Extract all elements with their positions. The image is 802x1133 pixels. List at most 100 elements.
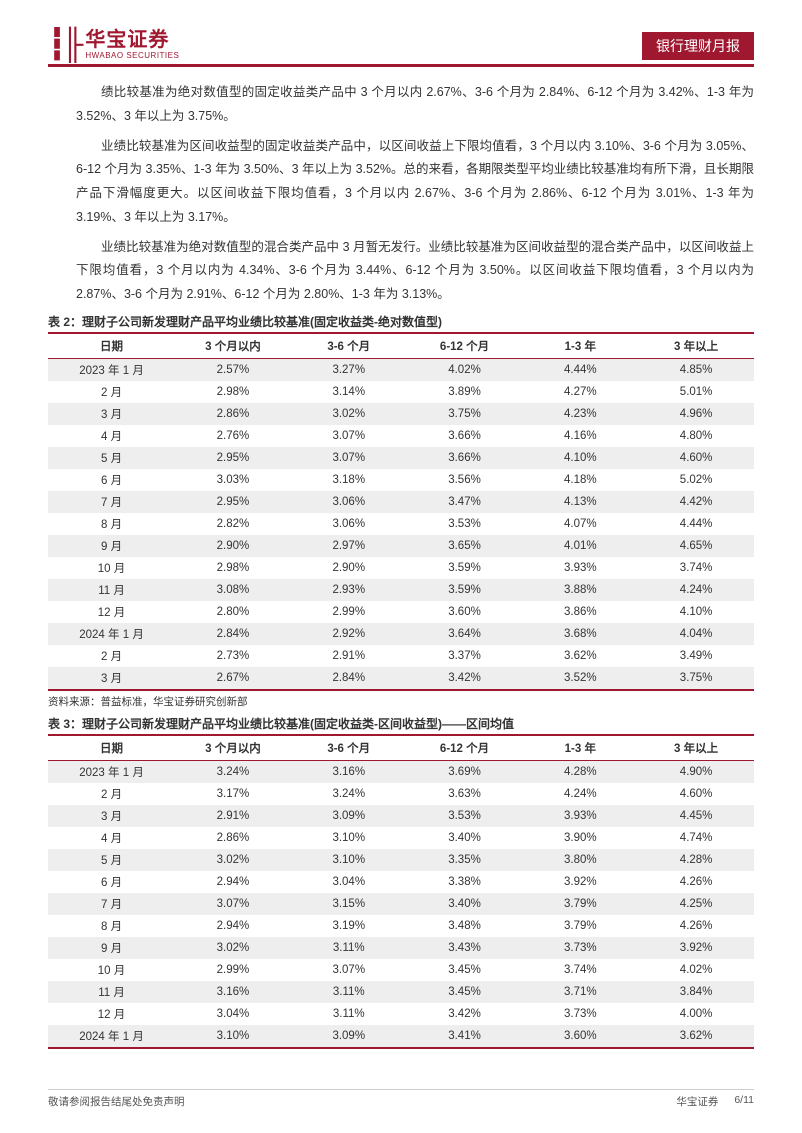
footer-company: 华宝证券: [676, 1094, 718, 1109]
table-cell: 2.86%: [175, 827, 291, 849]
table-cell: 7 月: [48, 893, 175, 915]
table-cell: 2.98%: [175, 381, 291, 403]
table-cell: 3.66%: [407, 447, 523, 469]
table-row: 11 月3.08%2.93%3.59%3.88%4.24%: [48, 579, 754, 601]
table-header-cell: 1-3 年: [522, 333, 638, 359]
table-cell: 3.35%: [407, 849, 523, 871]
table-cell: 3.59%: [407, 557, 523, 579]
table-cell: 4.65%: [638, 535, 754, 557]
table-cell: 3.80%: [522, 849, 638, 871]
table-cell: 3.11%: [291, 981, 407, 1003]
table-cell: 3.42%: [407, 667, 523, 690]
table-cell: 2.57%: [175, 358, 291, 381]
table-cell: 3.17%: [175, 783, 291, 805]
table-cell: 2.94%: [175, 871, 291, 893]
table-cell: 4.02%: [638, 959, 754, 981]
table-cell: 3.40%: [407, 827, 523, 849]
paragraph-2: 业绩比较基准为区间收益型的固定收益类产品中，以区间收益上下限均值看，3 个月以内…: [48, 135, 754, 230]
table-cell: 3.07%: [291, 959, 407, 981]
table-cell: 3.45%: [407, 959, 523, 981]
table-cell: 9 月: [48, 535, 175, 557]
table-row: 2024 年 1 月3.10%3.09%3.41%3.60%3.62%: [48, 1025, 754, 1048]
table-cell: 2.97%: [291, 535, 407, 557]
table-row: 2023 年 1 月3.24%3.16%3.69%4.28%4.90%: [48, 760, 754, 783]
table-cell: 3.90%: [522, 827, 638, 849]
table-row: 4 月2.76%3.07%3.66%4.16%4.80%: [48, 425, 754, 447]
table-row: 3 月2.91%3.09%3.53%3.93%4.45%: [48, 805, 754, 827]
table-cell: 2.94%: [175, 915, 291, 937]
table-row: 9 月3.02%3.11%3.43%3.73%3.92%: [48, 937, 754, 959]
table-cell: 2.90%: [291, 557, 407, 579]
table-cell: 4.13%: [522, 491, 638, 513]
table-cell: 3.02%: [175, 937, 291, 959]
table-cell: 3.04%: [175, 1003, 291, 1025]
table-cell: 2 月: [48, 783, 175, 805]
table-cell: 3.59%: [407, 579, 523, 601]
table-cell: 4.26%: [638, 915, 754, 937]
table-cell: 3.93%: [522, 557, 638, 579]
table-cell: 12 月: [48, 601, 175, 623]
table-cell: 2.84%: [175, 623, 291, 645]
table-cell: 4.60%: [638, 783, 754, 805]
table-cell: 3.71%: [522, 981, 638, 1003]
table-cell: 3.52%: [522, 667, 638, 690]
table-cell: 2.86%: [175, 403, 291, 425]
table-row: 8 月2.94%3.19%3.48%3.79%4.26%: [48, 915, 754, 937]
table-row: 7 月3.07%3.15%3.40%3.79%4.25%: [48, 893, 754, 915]
table-row: 5 月2.95%3.07%3.66%4.10%4.60%: [48, 447, 754, 469]
table-cell: 3.74%: [638, 557, 754, 579]
table-header-cell: 3-6 个月: [291, 735, 407, 761]
table-row: 2 月2.98%3.14%3.89%4.27%5.01%: [48, 381, 754, 403]
table-cell: 3.42%: [407, 1003, 523, 1025]
table-cell: 2.82%: [175, 513, 291, 535]
table-cell: 3.10%: [175, 1025, 291, 1048]
table-cell: 3.02%: [175, 849, 291, 871]
table-cell: 11 月: [48, 981, 175, 1003]
table-header-cell: 3 个月以内: [175, 735, 291, 761]
table-cell: 11 月: [48, 579, 175, 601]
table-cell: 3.53%: [407, 805, 523, 827]
table-cell: 3.66%: [407, 425, 523, 447]
table-cell: 4.85%: [638, 358, 754, 381]
table-cell: 4.26%: [638, 871, 754, 893]
logo-text-en: HWABAO SECURITIES: [85, 52, 179, 60]
table-cell: 3.74%: [522, 959, 638, 981]
table-cell: 3.15%: [291, 893, 407, 915]
table2-source: 资料来源：普益标准，华宝证券研究创新部: [48, 694, 754, 709]
table2: 日期3 个月以内3-6 个月6-12 个月1-3 年3 年以上 2023 年 1…: [48, 332, 754, 691]
table-cell: 3.10%: [291, 827, 407, 849]
table-row: 12 月2.80%2.99%3.60%3.86%4.10%: [48, 601, 754, 623]
table-cell: 3.07%: [175, 893, 291, 915]
table-cell: 3.16%: [175, 981, 291, 1003]
table-cell: 3.47%: [407, 491, 523, 513]
table-cell: 4.07%: [522, 513, 638, 535]
table-header-cell: 3 年以上: [638, 735, 754, 761]
table-cell: 4.45%: [638, 805, 754, 827]
table-header-cell: 1-3 年: [522, 735, 638, 761]
table-cell: 2.95%: [175, 491, 291, 513]
table-row: 6 月2.94%3.04%3.38%3.92%4.26%: [48, 871, 754, 893]
table-cell: 2023 年 1 月: [48, 358, 175, 381]
table-cell: 3.73%: [522, 937, 638, 959]
table-cell: 3.64%: [407, 623, 523, 645]
table-header-cell: 3-6 个月: [291, 333, 407, 359]
table-cell: 7 月: [48, 491, 175, 513]
table-cell: 2.91%: [175, 805, 291, 827]
table-cell: 2.92%: [291, 623, 407, 645]
table-cell: 3.07%: [291, 425, 407, 447]
table-cell: 3.14%: [291, 381, 407, 403]
table-cell: 2 月: [48, 645, 175, 667]
table-row: 10 月2.99%3.07%3.45%3.74%4.02%: [48, 959, 754, 981]
footer-page-number: 6/11: [734, 1094, 754, 1109]
table-row: 4 月2.86%3.10%3.40%3.90%4.74%: [48, 827, 754, 849]
table-cell: 6 月: [48, 871, 175, 893]
table-row: 10 月2.98%2.90%3.59%3.93%3.74%: [48, 557, 754, 579]
table-cell: 3.88%: [522, 579, 638, 601]
table-cell: 3.24%: [291, 783, 407, 805]
table-cell: 3.49%: [638, 645, 754, 667]
table-cell: 3.60%: [407, 601, 523, 623]
table-cell: 10 月: [48, 557, 175, 579]
table-cell: 4.24%: [522, 783, 638, 805]
table-cell: 3.09%: [291, 1025, 407, 1048]
table-header-cell: 3 年以上: [638, 333, 754, 359]
